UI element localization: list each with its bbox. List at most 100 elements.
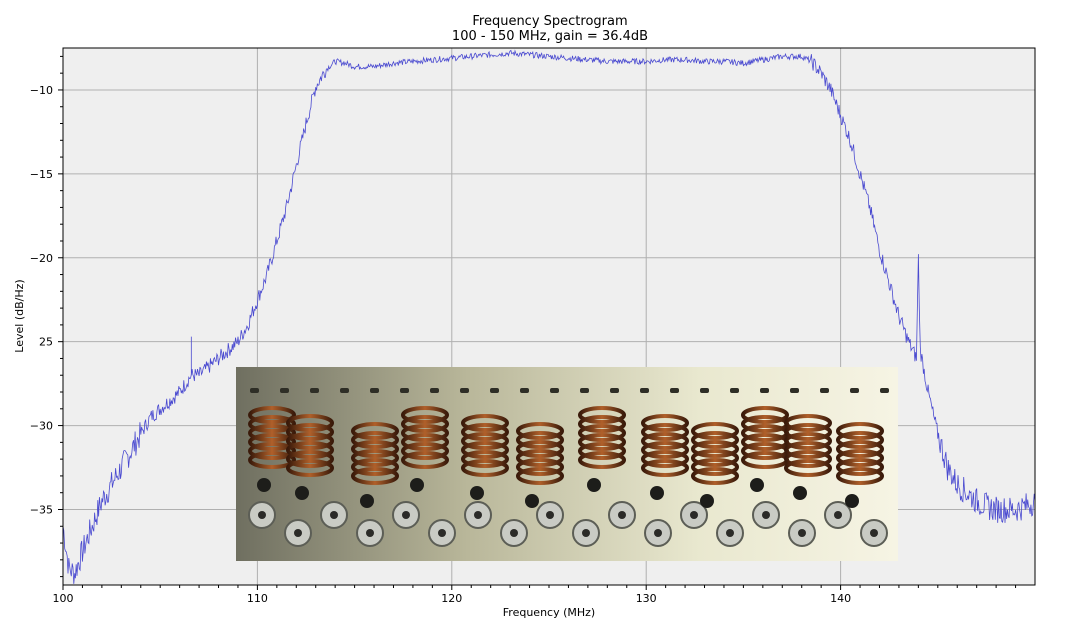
coil-turn <box>461 432 509 450</box>
coil-turn <box>836 431 884 449</box>
copper-coils <box>248 406 884 508</box>
solder-hole <box>438 529 446 537</box>
coil-turn <box>691 458 739 476</box>
y-tick-label: −20 <box>30 252 53 265</box>
x-tick-label: 130 <box>636 592 657 605</box>
coil-turn <box>784 450 832 468</box>
coil-turn <box>691 440 739 458</box>
coil-turn <box>516 458 564 476</box>
coil-turn <box>691 431 739 449</box>
coil-turn <box>578 442 626 460</box>
pcb-slot <box>520 388 529 393</box>
y-tick-label: 25 <box>39 336 53 349</box>
coil-turn <box>784 432 832 450</box>
coil-turn <box>784 414 832 432</box>
pcb-slot <box>640 388 649 393</box>
series-layer <box>62 49 1036 584</box>
x-tick-label: 100 <box>53 592 74 605</box>
coil-lead-pad <box>295 486 309 500</box>
axis-ticks: 100 110 120 130 140 −10 −15 −20 25 −30 −35 <box>30 55 1017 605</box>
pcb-slot <box>430 388 439 393</box>
coil-turn <box>351 431 399 449</box>
pcb-slot <box>550 388 559 393</box>
x-tick-label: 110 <box>247 592 268 605</box>
coil-turn <box>248 415 296 433</box>
coil-turn <box>461 441 509 459</box>
coil-turn <box>461 450 509 468</box>
pcb-slot <box>400 388 409 393</box>
coil-lead-pad <box>257 478 271 492</box>
coil-turn <box>461 414 509 432</box>
pcb-slot <box>310 388 319 393</box>
coil-turn <box>461 459 509 477</box>
x-tick-label: 140 <box>830 592 851 605</box>
x-tick-label: 120 <box>441 592 462 605</box>
coil-turn <box>578 433 626 451</box>
coil-lead-pad <box>845 494 859 508</box>
solder-hole <box>546 511 554 519</box>
solder-hole <box>870 529 878 537</box>
pcb-slot <box>250 388 259 393</box>
solder-hole <box>294 529 302 537</box>
coil-turn <box>351 467 399 485</box>
solder-hole <box>654 529 662 537</box>
pcb-slot <box>700 388 709 393</box>
coil-turn <box>286 459 334 477</box>
solder-hole <box>762 511 770 519</box>
coil-turn <box>516 449 564 467</box>
x-axis-label: Frequency (MHz) <box>503 606 595 619</box>
chart-subtitle: 100 - 150 MHz, gain = 36.4dB <box>452 29 648 44</box>
coil-turn <box>578 406 626 424</box>
coil-turn <box>248 451 296 469</box>
coil-turn <box>248 442 296 460</box>
coil-turn <box>641 414 689 432</box>
coil-turn <box>461 423 509 441</box>
pcb-slot <box>610 388 619 393</box>
coil-turn <box>641 450 689 468</box>
coil-turn <box>248 433 296 451</box>
pcb-slot <box>790 388 799 393</box>
pcb-slot <box>730 388 739 393</box>
coil-turn <box>401 442 449 460</box>
coil-turn <box>248 406 296 424</box>
coil-turn <box>691 467 739 485</box>
y-tick-label: −10 <box>30 84 53 97</box>
solder-hole <box>258 511 266 519</box>
y-tick-label: −15 <box>30 168 53 181</box>
coil-lead-pad <box>410 478 424 492</box>
coil-lead-pad <box>650 486 664 500</box>
coil-turn <box>641 459 689 477</box>
pcb-slot <box>880 388 889 393</box>
coil-turn <box>784 423 832 441</box>
coil-turn <box>286 432 334 450</box>
coil-turn <box>401 406 449 424</box>
coil-lead-pad <box>700 494 714 508</box>
coil-turn <box>401 415 449 433</box>
solder-hole <box>402 511 410 519</box>
pcb-slot <box>670 388 679 393</box>
chart-title: Frequency Spectrogram <box>472 14 627 29</box>
coil-lead-pad <box>525 494 539 508</box>
solder-hole <box>798 529 806 537</box>
coil-turn <box>516 440 564 458</box>
coil-turn <box>286 450 334 468</box>
coil-lead-pad <box>360 494 374 508</box>
coil-turn <box>401 451 449 469</box>
pcb-slot <box>340 388 349 393</box>
solder-hole <box>474 511 482 519</box>
pcb-slot <box>760 388 769 393</box>
pcb-slot <box>370 388 379 393</box>
coil-lead-pad <box>750 478 764 492</box>
solder-hole <box>726 529 734 537</box>
y-tick-label: −30 <box>30 420 53 433</box>
solder-hole <box>366 529 374 537</box>
pcb-slot <box>280 388 289 393</box>
y-axis-label: Level (dB/Hz) <box>13 279 26 352</box>
solder-hole <box>618 511 626 519</box>
coil-turn <box>578 424 626 442</box>
coil-turn <box>286 414 334 432</box>
pcb-solder-pads <box>248 388 889 547</box>
coil-turn <box>578 451 626 469</box>
solder-hole <box>690 511 698 519</box>
